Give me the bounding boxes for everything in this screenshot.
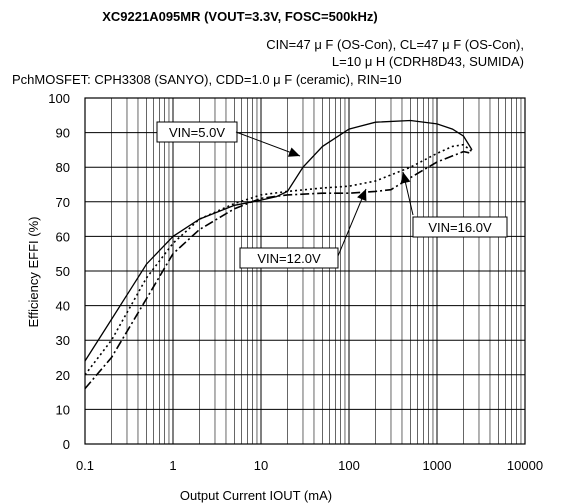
x-tick-label: 1 <box>169 458 176 473</box>
plot-frame <box>84 97 526 445</box>
y-tick-label: 0 <box>63 437 70 452</box>
chart-title: XC9221A095MR (VOUT=3.3V, FOSC=500kHz) <box>102 9 378 24</box>
grid-lines <box>84 97 526 445</box>
annotation-arrowhead-vin-16-0v <box>400 172 411 184</box>
y-tick-label: 80 <box>56 160 70 175</box>
series-line-vin-12-0v <box>84 143 473 376</box>
conditions-line-1: CIN=47 μ F (OS-Con), CL=47 μ F (OS-Con), <box>266 37 524 52</box>
y-tick-labels: 0 10 20 30 40 50 60 70 80 90 100 <box>48 91 70 452</box>
annotation-leader-vin-5-0v <box>235 131 301 157</box>
y-tick-label: 50 <box>56 264 70 279</box>
annotation-box-vin-16-0v <box>412 216 508 238</box>
annotation-label-vin-12-0v: VIN=12.0V <box>257 251 321 266</box>
y-tick-label: 60 <box>56 229 70 244</box>
x-tick-label: 10000 <box>507 458 543 473</box>
y-tick-label: 70 <box>56 195 70 210</box>
x-tick-label: 10 <box>254 458 268 473</box>
annotation-arrowhead-vin-5-0v <box>287 147 300 157</box>
annotation-label-vin-16-0v: VIN=16.0V <box>428 220 492 235</box>
conditions-line-2: L=10 μ H (CDRH8D43, SUMIDA) <box>332 54 524 69</box>
annotation-label-vin-5-0v: VIN=5.0V <box>169 125 225 140</box>
x-tick-label: 1000 <box>423 458 452 473</box>
series-lines <box>84 119 473 390</box>
series-line-vin-16-0v <box>84 150 473 390</box>
x-axis-label: Output Current IOUT (mA) <box>180 488 332 503</box>
annotation-box-vin-12-0v <box>239 247 339 269</box>
conditions-line-3: PchMOSFET: CPH3308 (SANYO), CDD=1.0 μ F … <box>12 72 402 87</box>
y-tick-label: 40 <box>56 299 70 314</box>
x-tick-label: 0.1 <box>76 458 94 473</box>
x-tick-label: 100 <box>338 458 360 473</box>
series-line-vin-5-0v <box>84 119 473 362</box>
y-tick-label: 10 <box>56 402 70 417</box>
y-tick-label: 30 <box>56 333 70 348</box>
series-annotations: VIN=5.0V VIN=12.0V VIN=16.0V <box>156 121 508 269</box>
x-tick-labels: 0.1 1 10 100 1000 10000 <box>76 458 543 473</box>
y-axis-label: Efficiency EFFI (%) <box>26 216 41 327</box>
y-tick-label: 100 <box>48 91 70 106</box>
y-tick-label: 90 <box>56 126 70 141</box>
y-tick-label: 20 <box>56 368 70 383</box>
annotation-arrowhead-vin-12-0v <box>357 189 367 202</box>
annotation-leader-vin-12-0v <box>337 188 367 257</box>
